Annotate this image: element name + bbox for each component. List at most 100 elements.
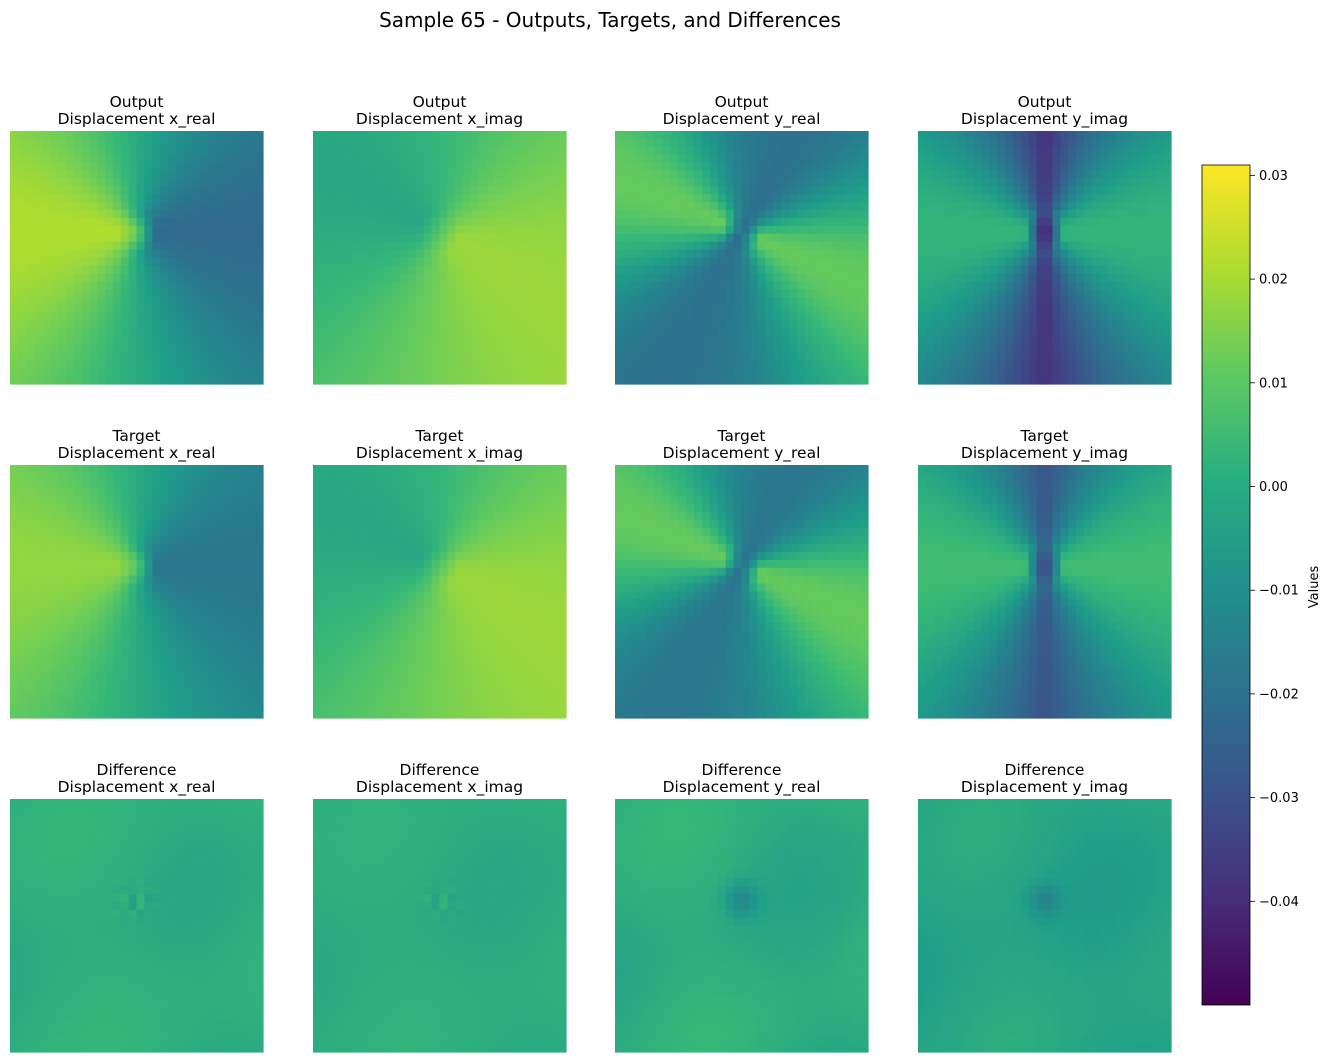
heatmap-cell bbox=[136, 131, 146, 140]
heatmap-cell bbox=[199, 352, 209, 361]
heatmap-cell bbox=[670, 178, 679, 187]
heatmap-cell bbox=[925, 265, 935, 274]
heatmap-cell bbox=[144, 138, 153, 148]
heatmap-cell bbox=[925, 210, 935, 219]
heatmap-cell bbox=[1123, 233, 1133, 243]
heatmap-cell bbox=[638, 178, 648, 187]
heatmap-cell bbox=[510, 257, 520, 267]
heatmap-cell bbox=[17, 615, 27, 624]
heatmap-cell bbox=[360, 297, 369, 306]
heatmap-cell bbox=[231, 536, 240, 545]
heatmap-cell bbox=[1036, 186, 1046, 195]
heatmap-cell bbox=[207, 631, 217, 640]
panel-title-kind: Output bbox=[110, 93, 164, 111]
heatmap-cell bbox=[247, 178, 256, 187]
heatmap-cell bbox=[1099, 217, 1109, 227]
heatmap-cell bbox=[120, 646, 130, 656]
heatmap-cell bbox=[313, 265, 322, 274]
heatmap-cell bbox=[207, 583, 217, 593]
heatmap-cell bbox=[494, 328, 504, 338]
heatmap-cell bbox=[844, 138, 853, 148]
heatmap-cell bbox=[670, 146, 679, 156]
heatmap-cell bbox=[1060, 297, 1069, 306]
heatmap-cell bbox=[542, 202, 551, 211]
heatmap-cell bbox=[1099, 131, 1109, 140]
heatmap-cell bbox=[981, 360, 990, 369]
heatmap-cell bbox=[415, 210, 425, 219]
heatmap-cell bbox=[733, 297, 743, 306]
heatmap-cell bbox=[788, 233, 798, 243]
heatmap-cell bbox=[662, 297, 671, 306]
heatmap-cell bbox=[384, 233, 393, 243]
heatmap-cell bbox=[89, 186, 98, 195]
heatmap-cell bbox=[407, 162, 417, 172]
heatmap-cell bbox=[255, 178, 264, 187]
heatmap-cell bbox=[183, 465, 193, 474]
heatmap-cell bbox=[407, 328, 417, 338]
heatmap-cell bbox=[502, 281, 512, 290]
heatmap-cell bbox=[25, 194, 35, 203]
heatmap-cell bbox=[215, 631, 225, 640]
heatmap-cell bbox=[1004, 194, 1014, 203]
heatmap-cell bbox=[1036, 360, 1046, 369]
heatmap-cell bbox=[344, 217, 354, 227]
heatmap-cell bbox=[471, 376, 480, 385]
heatmap-cell bbox=[96, 210, 106, 219]
heatmap-cell bbox=[455, 368, 464, 377]
heatmap-cell bbox=[749, 360, 758, 369]
heatmap-cell bbox=[344, 170, 354, 180]
heatmap-cell bbox=[368, 304, 377, 314]
heatmap-cell bbox=[765, 281, 774, 290]
heatmap-cell bbox=[1147, 186, 1156, 195]
heatmap-cell bbox=[981, 233, 990, 243]
heatmap-cell bbox=[670, 225, 679, 235]
heatmap-cell bbox=[949, 241, 959, 251]
heatmap-cell bbox=[1115, 210, 1125, 219]
heatmap-cell bbox=[407, 233, 417, 243]
heatmap-cell bbox=[431, 138, 441, 148]
heatmap-cell bbox=[168, 472, 177, 482]
heatmap-cell bbox=[431, 154, 441, 164]
heatmap-cell bbox=[749, 138, 758, 148]
heatmap-cell bbox=[997, 281, 1006, 290]
heatmap-cell bbox=[796, 344, 806, 353]
heatmap-cell bbox=[646, 281, 656, 290]
heatmap-cell bbox=[392, 225, 401, 235]
heatmap-cell bbox=[183, 591, 193, 601]
heatmap-cell bbox=[1036, 281, 1046, 290]
heatmap-cell bbox=[518, 368, 528, 377]
heatmap-cell bbox=[550, 202, 559, 211]
heatmap-cell bbox=[25, 559, 35, 569]
heatmap-cell bbox=[17, 273, 27, 282]
heatmap-cell bbox=[542, 297, 551, 306]
heatmap-cell bbox=[81, 344, 90, 353]
heatmap-cell bbox=[104, 138, 114, 148]
heatmap-cell bbox=[630, 131, 640, 140]
heatmap-cell bbox=[255, 281, 264, 290]
heatmap-cell bbox=[1139, 289, 1148, 298]
heatmap-cell bbox=[352, 289, 362, 298]
heatmap-cell bbox=[160, 670, 169, 680]
heatmap-cell bbox=[463, 162, 472, 172]
heatmap-cell bbox=[686, 304, 695, 314]
heatmap-cell bbox=[1131, 225, 1140, 235]
heatmap-cell bbox=[852, 186, 861, 195]
heatmap-cell bbox=[788, 281, 798, 290]
heatmap-cell bbox=[447, 170, 456, 180]
heatmap-cell bbox=[247, 472, 256, 482]
heatmap-cell bbox=[1068, 257, 1077, 267]
heatmap-cell bbox=[207, 480, 217, 490]
heatmap-cell bbox=[836, 138, 845, 148]
heatmap-cell bbox=[494, 376, 504, 385]
heatmap-cell bbox=[320, 320, 330, 330]
heatmap-cell bbox=[694, 328, 703, 338]
heatmap-cell bbox=[392, 360, 401, 369]
heatmap-cell bbox=[957, 210, 967, 219]
heatmap-cell bbox=[670, 304, 679, 314]
heatmap-cell bbox=[128, 328, 138, 338]
heatmap-cell bbox=[933, 281, 943, 290]
heatmap-cell bbox=[10, 352, 19, 361]
heatmap-cell bbox=[615, 265, 624, 274]
heatmap-cell bbox=[630, 265, 640, 274]
heatmap-cell bbox=[431, 146, 441, 156]
